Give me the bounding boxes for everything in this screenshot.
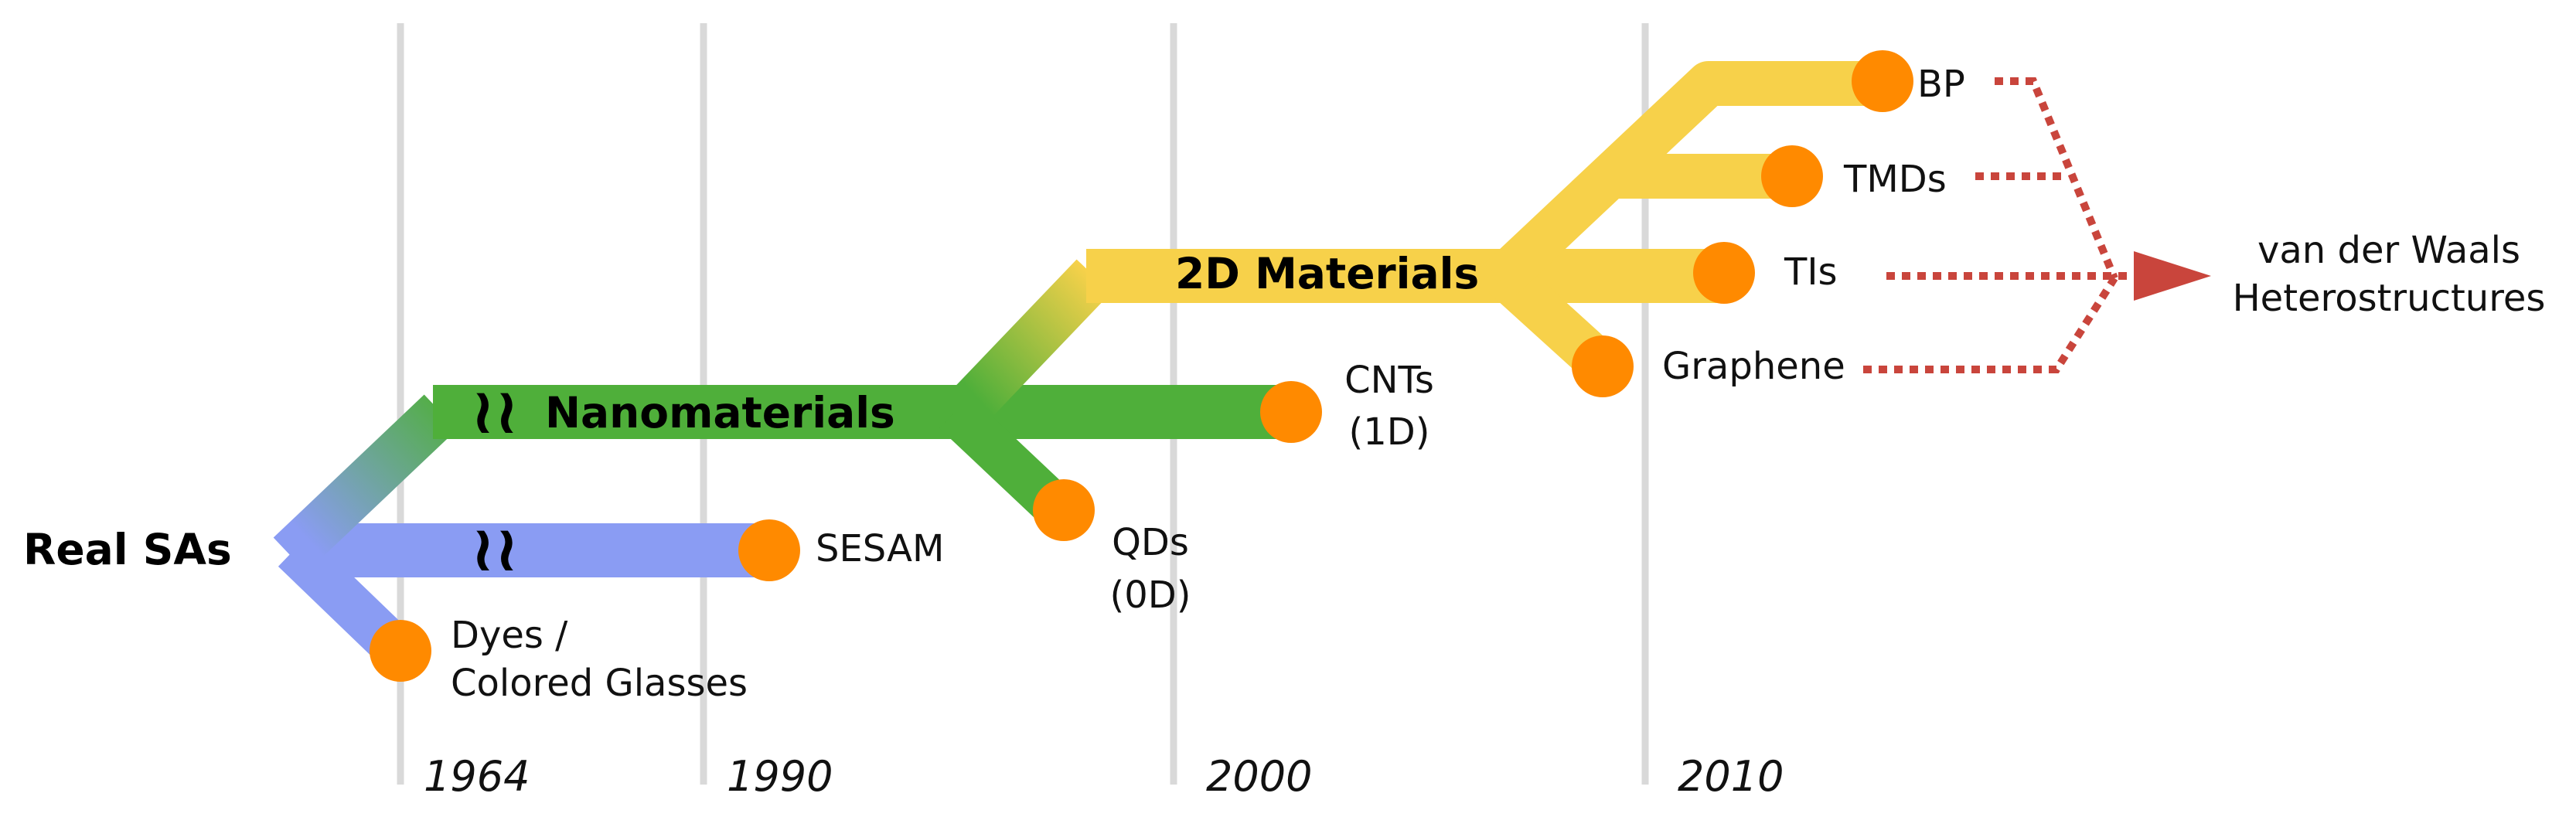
branch-title-2d-materials: 2D Materials [1175, 249, 1479, 298]
bp-dotted-line [1995, 77, 2118, 280]
node-graphene [1572, 335, 1634, 397]
nodes [370, 50, 1913, 682]
break-symbol-real-sas: ≀≀ [471, 512, 519, 586]
node-cnts [1260, 381, 1322, 443]
blue-to-green-connector [273, 394, 458, 573]
upper-fan-track [1484, 61, 1879, 297]
node-bp [1852, 50, 1913, 112]
year-label-1964: 1964 [424, 752, 530, 801]
branch-title-nanomaterials: Nanomaterials [545, 388, 895, 437]
target-line2: Heterostructures [2233, 277, 2546, 320]
green-to-yellow-connector [941, 259, 1112, 434]
label-sesam: SESAM [816, 527, 944, 570]
label-tmds: TMDs [1843, 158, 1947, 201]
break-symbols: ≀≀ ≀≀ [471, 375, 519, 586]
graphene-dotted-line [1863, 276, 2118, 373]
node-dyes [370, 620, 431, 682]
label-dyes-line1: Dyes / [451, 614, 568, 657]
branch-title-real-sas: Real SAs [23, 525, 232, 574]
node-sesam [738, 519, 800, 581]
node-qds [1033, 479, 1095, 541]
year-label-2010: 2010 [1678, 752, 1784, 801]
label-qds-line1: QDs [1112, 521, 1189, 564]
label-bp: BP [1917, 63, 1965, 106]
label-cnts-line1: CNTs [1344, 359, 1434, 402]
label-tis: TIs [1784, 250, 1837, 294]
target-line1: van der Waals [2257, 229, 2520, 272]
label-dyes-line2: Colored Glasses [451, 662, 748, 705]
label-qds-line2: (0D) [1110, 574, 1191, 617]
year-label-1990: 1990 [727, 752, 833, 801]
label-graphene: Graphene [1662, 345, 1845, 388]
year-label-2000: 2000 [1206, 752, 1312, 801]
node-tmds [1761, 145, 1823, 207]
break-symbol-nanomaterials: ≀≀ [471, 375, 519, 448]
label-cnts-line2: (1D) [1349, 410, 1430, 454]
node-tis [1693, 242, 1755, 304]
arrow-head [2134, 251, 2211, 301]
convergence-arrows [1863, 77, 2142, 373]
